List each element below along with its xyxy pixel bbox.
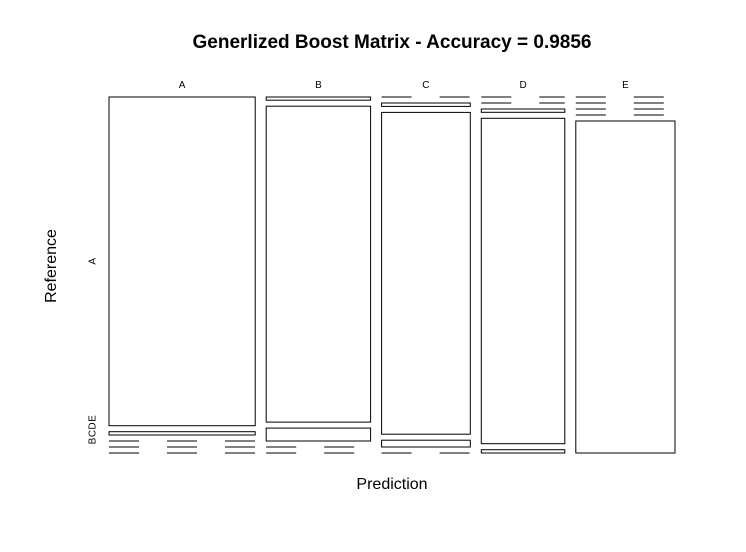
chart-title: Generlized Boost Matrix - Accuracy = 0.9…	[193, 32, 592, 53]
column-label-d: D	[519, 80, 526, 91]
cell-pred-b-ref-a	[265, 96, 372, 101]
row-label-d: D	[88, 422, 99, 429]
cell-pred-e-ref-e	[575, 120, 676, 454]
y-axis-title: Reference	[43, 229, 60, 303]
cell-pred-d-ref-e	[480, 449, 566, 454]
cell-pred-a-ref-a	[108, 96, 256, 427]
column-label-a: A	[179, 80, 186, 91]
column-label-e: E	[622, 80, 629, 91]
cell-pred-a-ref-b	[108, 431, 256, 436]
cell-pred-b-ref-b	[265, 105, 372, 423]
cell-pred-b-ref-c	[265, 427, 372, 442]
cell-pred-d-ref-d	[480, 117, 566, 445]
cell-pred-c-ref-d	[381, 439, 471, 448]
row-label-e: E	[88, 415, 99, 422]
x-axis-title: Prediction	[356, 476, 427, 493]
column-label-c: C	[422, 80, 429, 91]
cell-pred-c-ref-c	[381, 111, 471, 435]
row-label-b: B	[88, 437, 99, 444]
cell-pred-c-ref-b	[381, 102, 471, 107]
row-label-a: A	[88, 258, 99, 265]
cell-pred-d-ref-c	[480, 108, 566, 113]
column-label-b: B	[315, 80, 322, 91]
row-label-c: C	[88, 430, 99, 437]
